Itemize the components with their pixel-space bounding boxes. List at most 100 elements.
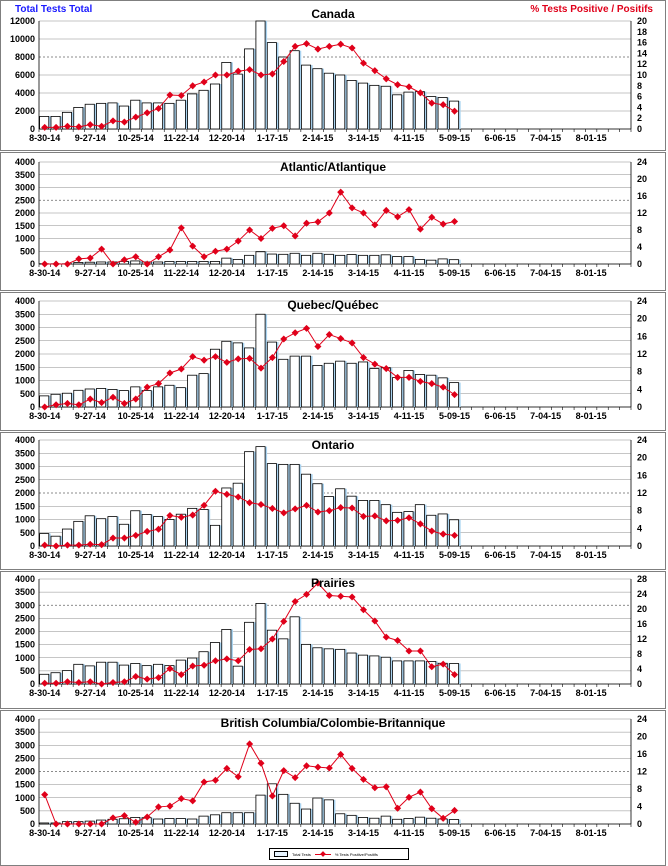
bar-total-tests — [369, 817, 380, 825]
bar-total-tests — [96, 261, 107, 265]
x-tick-label: 9-27-14 — [75, 550, 106, 560]
bar-total-tests — [414, 374, 425, 408]
right-tick-label: 20 — [637, 453, 647, 463]
bar-total-tests — [323, 253, 334, 265]
panel-title: Prairies — [310, 576, 356, 590]
right-tick-label: 16 — [637, 331, 647, 341]
point-percent-positive — [166, 802, 174, 810]
x-tick-label: 11-22-14 — [164, 133, 200, 143]
chart-quebec: 0 500 1000 1500 2000 2500 3000 3500 4000 0 4 8 12 16 2… — [15, 296, 647, 421]
left-axis-title: Total Tests Total — [15, 4, 93, 15]
point-percent-positive — [291, 329, 299, 337]
bar-total-tests — [426, 96, 437, 130]
x-tick-label: 10-25-14 — [118, 411, 154, 421]
point-percent-positive — [257, 71, 265, 79]
bar-total-tests — [392, 511, 403, 547]
point-percent-positive — [439, 814, 447, 822]
bar-total-tests — [266, 463, 277, 547]
left-tick-label: 3500 — [15, 448, 35, 458]
bar-total-tests — [255, 251, 266, 265]
point-percent-positive — [291, 505, 299, 513]
point-percent-positive — [291, 774, 299, 782]
right-tick-label: 8 — [637, 225, 642, 235]
bar-total-tests — [380, 656, 391, 685]
point-percent-positive — [211, 353, 219, 361]
right-tick-label: 20 — [637, 16, 647, 26]
bar-total-tests — [323, 362, 334, 408]
bar-total-tests — [209, 814, 220, 825]
point-percent-positive — [280, 222, 288, 230]
point-percent-positive — [211, 657, 219, 665]
left-tick-label: 500 — [20, 246, 35, 256]
x-tick-label: 12-20-14 — [209, 411, 245, 421]
point-percent-positive — [382, 206, 390, 214]
right-tick-label: 24 — [637, 714, 647, 724]
bar-total-tests — [118, 390, 129, 408]
bar-total-tests — [301, 254, 312, 265]
point-percent-positive — [143, 260, 151, 268]
bar-total-tests — [357, 500, 368, 547]
right-tick-label: 4 — [637, 664, 642, 674]
x-tick-label: 9-27-14 — [75, 133, 106, 143]
bar-total-tests — [278, 56, 289, 130]
x-tick-label: 8-30-14 — [29, 133, 60, 143]
point-percent-positive — [439, 101, 447, 109]
left-tick-label: 4000 — [15, 574, 35, 584]
bar-total-tests — [221, 487, 232, 547]
x-tick-label: 3-14-15 — [348, 411, 379, 421]
point-percent-positive — [348, 504, 356, 512]
x-tick-label: 10-25-14 — [118, 688, 154, 698]
panel-title: Atlantic/Atlantique — [279, 160, 386, 174]
bar-total-tests — [198, 89, 209, 130]
right-tick-label: 12 — [637, 488, 647, 498]
left-tick-label: 1000 — [15, 515, 35, 525]
point-percent-positive — [268, 353, 276, 362]
bar-total-tests — [357, 817, 368, 825]
right-tick-label: 28 — [637, 574, 647, 584]
point-percent-positive — [337, 592, 345, 600]
point-percent-positive — [143, 109, 151, 117]
bar-total-tests — [209, 348, 220, 408]
bar-total-tests — [392, 256, 403, 265]
bar-total-tests — [278, 793, 289, 825]
left-tick-label: 2500 — [15, 195, 35, 205]
right-tick-label: 8 — [637, 367, 642, 377]
point-percent-positive — [155, 380, 163, 388]
point-percent-positive — [189, 82, 197, 90]
point-percent-positive — [314, 579, 322, 587]
point-percent-positive — [109, 814, 117, 822]
x-tick-label: 8-01-15 — [576, 411, 607, 421]
point-percent-positive — [337, 188, 345, 196]
bar-total-tests — [221, 340, 232, 408]
point-percent-positive — [155, 674, 163, 682]
right-tick-label: 0 — [637, 679, 642, 689]
point-percent-positive — [268, 504, 276, 512]
x-tick-label: 12-20-14 — [209, 268, 245, 278]
left-tick-label: 10000 — [10, 34, 35, 44]
bar-total-tests — [73, 262, 84, 265]
left-tick-label: 3500 — [15, 170, 35, 180]
point-percent-positive — [132, 113, 140, 121]
point-percent-positive — [416, 647, 424, 655]
right-tick-label: 10 — [637, 70, 647, 80]
bar-total-tests — [380, 367, 391, 408]
point-percent-positive — [303, 762, 311, 770]
point-percent-positive — [257, 500, 265, 509]
bar-total-tests — [153, 386, 164, 408]
left-tick-label: 3000 — [15, 183, 35, 193]
bar-total-tests — [96, 388, 107, 408]
legend-line-label: % Tests Positive/Positifs — [334, 851, 378, 857]
bar-total-tests — [369, 84, 380, 130]
legend-bar-swatch — [274, 851, 288, 857]
point-percent-positive — [200, 356, 208, 364]
point-percent-positive — [428, 805, 436, 813]
left-tick-label: 3000 — [15, 323, 35, 333]
point-percent-positive — [382, 517, 390, 525]
x-tick-label: 7-04-15 — [530, 828, 561, 838]
point-percent-positive — [75, 678, 83, 687]
left-tick-label: 2000 — [15, 627, 35, 637]
right-tick-label: 12 — [637, 634, 647, 644]
point-percent-positive — [291, 42, 299, 50]
bar-total-tests — [301, 355, 312, 408]
